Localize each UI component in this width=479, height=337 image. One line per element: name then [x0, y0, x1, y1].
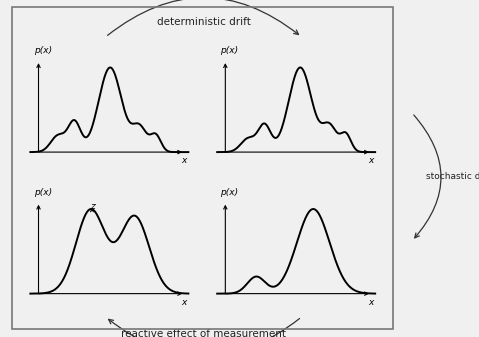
Text: x: x	[368, 156, 374, 165]
Text: x: x	[182, 156, 187, 165]
Text: deterministic drift: deterministic drift	[157, 17, 251, 27]
Text: x: x	[368, 298, 374, 307]
Text: z: z	[90, 203, 95, 211]
Text: p(x): p(x)	[34, 47, 52, 55]
Text: x: x	[182, 298, 187, 307]
Text: p(x): p(x)	[220, 47, 239, 55]
Text: stochastic diffusion: stochastic diffusion	[426, 173, 479, 181]
Text: reactive effect of measurement: reactive effect of measurement	[121, 329, 286, 337]
Text: p(x): p(x)	[34, 188, 52, 197]
Text: p(x): p(x)	[220, 188, 239, 197]
